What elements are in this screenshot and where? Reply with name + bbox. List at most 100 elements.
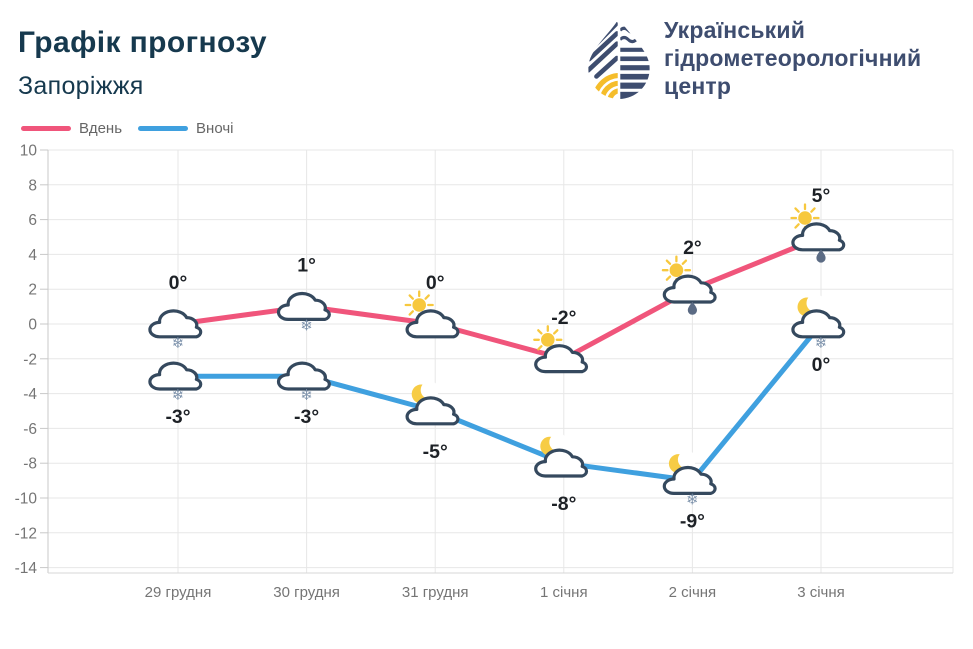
chart-legend: Вдень Вночі [21, 120, 233, 137]
logo-drop-icon [588, 18, 650, 99]
sun-ray [794, 223, 800, 229]
y-axis-label: -14 [15, 560, 38, 577]
temp-label: 1° [297, 255, 316, 277]
sun-icon [412, 298, 426, 312]
snowflake-icon: ❄ [172, 387, 185, 404]
moon-cutout [806, 294, 825, 312]
y-axis-label: -8 [23, 456, 37, 473]
cloud-icon [534, 448, 589, 478]
cloud-icon [791, 309, 846, 339]
snowflake-icon: ❄ [300, 318, 313, 335]
night-point-2: -5° [405, 381, 460, 463]
day-point-4: 2° [661, 237, 717, 315]
page-title: Графік прогнозу [18, 26, 267, 59]
night-line-swatch [138, 126, 189, 131]
sun-icon [669, 263, 684, 277]
logo-text: Український гідрометеорологічний центр [664, 16, 921, 100]
logo-line-1: Український [664, 17, 806, 43]
moon-cutout [677, 450, 696, 469]
sun-ray [408, 294, 414, 300]
day-point-5: 5° [790, 185, 846, 263]
night-point-1: ❄ -3° [276, 361, 331, 428]
cloud-icon [791, 222, 846, 252]
cloud-icon [405, 396, 460, 426]
logo-line-2: гідрометеорологічний [664, 45, 922, 71]
night-point-3: -8° [534, 433, 589, 515]
x-axis-label: 3 січня [797, 584, 845, 601]
city-subtitle: Запоріжжя [18, 72, 144, 100]
logo-line-3: центр [664, 73, 732, 99]
sun-ray [665, 259, 672, 265]
x-axis-label: 1 січня [540, 584, 588, 601]
sun-ray [424, 294, 430, 300]
sun-ray [408, 310, 414, 316]
legend-item-night: Вночі [138, 120, 233, 137]
temp-label: -5° [423, 441, 448, 463]
y-axis-label: 0 [28, 317, 37, 334]
legend-item-day: Вдень [21, 120, 122, 137]
x-axis-label: 31 грудня [402, 584, 469, 601]
y-axis-label: 2 [28, 282, 37, 299]
temp-label: -2° [551, 307, 576, 329]
night-point-4: ❄ -9° [662, 450, 717, 533]
legend-day-label: Вдень [79, 120, 123, 137]
temp-label: -8° [551, 493, 576, 515]
legend-night-label: Вночі [196, 120, 234, 137]
snowflake-icon: ❄ [686, 492, 699, 509]
y-axis-label: -2 [23, 351, 37, 368]
temp-label: 0° [426, 272, 445, 294]
cloud-icon [148, 361, 203, 391]
y-axis-label: -10 [15, 491, 38, 508]
day-point-0: ❄ 0° [148, 272, 203, 352]
y-axis-label: 6 [28, 212, 37, 229]
snowflake-icon: ❄ [815, 335, 828, 352]
day-series-line [175, 234, 824, 362]
moon-cutout [420, 381, 439, 399]
moon-cutout [549, 433, 568, 452]
cloud-icon [662, 465, 717, 496]
sun-ray [553, 329, 559, 335]
x-axis-label: 30 грудня [273, 584, 340, 601]
x-axis-label: 29 грудня [145, 584, 212, 601]
day-line-swatch [21, 126, 71, 131]
raindrop-icon [687, 301, 697, 315]
x-axis-label: 2 січня [669, 584, 717, 601]
ukrhydromet-logo: Український гідрометеорологічний центр [586, 16, 921, 100]
sun-ray [794, 207, 800, 213]
temp-label: 0° [812, 354, 831, 376]
sun-ray [810, 207, 816, 213]
temp-label: -3° [165, 406, 190, 428]
temp-label: 2° [683, 237, 702, 259]
y-axis-label: -4 [23, 386, 37, 403]
sun-ray [665, 275, 672, 281]
night-series-line [175, 321, 824, 484]
y-axis-label: 10 [20, 143, 38, 160]
cloud-icon [276, 291, 331, 322]
sun-ray [537, 329, 543, 335]
y-axis-label: -6 [23, 421, 37, 438]
raindrop-icon [816, 249, 826, 263]
cloud-icon [405, 309, 460, 339]
day-point-3: -2° [533, 307, 589, 374]
temp-label: -9° [680, 511, 705, 533]
sun-ray [681, 259, 688, 265]
y-axis-label: -12 [15, 525, 37, 542]
y-axis-label: 4 [28, 247, 37, 264]
night-point-0: ❄ -3° [148, 361, 203, 428]
night-point-5: ❄ 0° [791, 294, 846, 376]
day-point-1: ❄ 1° [276, 255, 331, 335]
day-point-2: 0° [404, 272, 460, 339]
cloud-icon [662, 274, 717, 304]
cloud-icon [534, 344, 589, 374]
temp-label: 5° [812, 185, 831, 207]
sun-icon [541, 333, 555, 347]
temp-label: 0° [169, 272, 188, 294]
cloud-icon [148, 309, 203, 339]
y-axis-label: 8 [28, 177, 37, 194]
sun-ray [537, 345, 543, 351]
snowflake-icon: ❄ [300, 387, 313, 404]
cloud-icon [276, 361, 331, 391]
temp-label: -3° [294, 406, 319, 428]
